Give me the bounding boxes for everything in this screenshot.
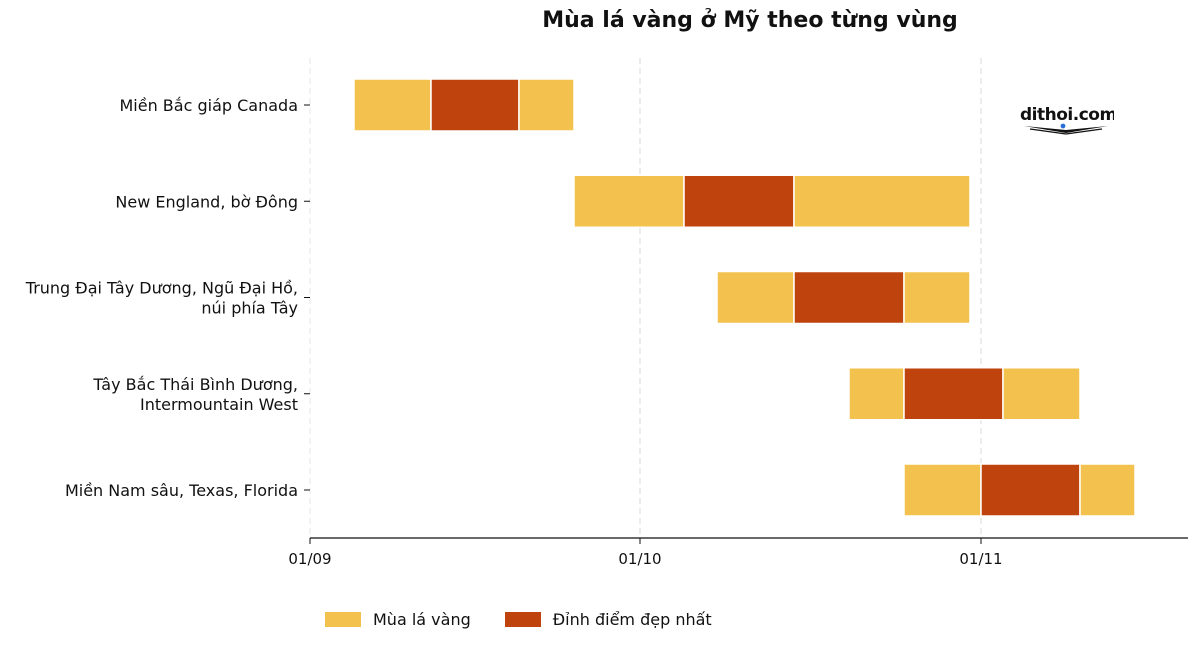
peak-bar <box>430 78 520 132</box>
peak-bar <box>980 463 1081 517</box>
x-tick-label: 01/11 <box>959 550 1002 568</box>
x-tick-label: 01/10 <box>618 550 661 568</box>
y-tick-label: Tây Bắc Thái Bình Dương, <box>92 375 298 394</box>
y-tick-label: Miền Nam sâu, Texas, Florida <box>65 481 298 500</box>
season-bar <box>573 174 685 228</box>
season-bar <box>353 78 432 132</box>
watermark-logo: dithoi.com <box>1018 104 1117 140</box>
y-tick-label: Intermountain West <box>140 395 298 414</box>
season-bar <box>1079 463 1136 517</box>
legend: Mùa lá vàng Đỉnh điểm đẹp nhất <box>325 610 712 629</box>
y-tick-label: núi phía Tây <box>201 299 298 318</box>
season-bar <box>518 78 575 132</box>
legend-item-peak: Đỉnh điểm đẹp nhất <box>504 610 712 629</box>
peak-bar <box>793 270 905 325</box>
season-bar <box>903 270 971 325</box>
season-bar <box>793 174 971 228</box>
y-tick-label: New England, bờ Đông <box>115 192 298 211</box>
legend-swatch-peak <box>504 612 541 627</box>
legend-item-season: Mùa lá vàng <box>325 610 471 629</box>
legend-label-season: Mùa lá vàng <box>373 610 471 629</box>
peak-bar <box>903 367 1004 421</box>
season-bar <box>1002 367 1081 421</box>
peak-bar <box>683 174 795 228</box>
y-tick-label: Trung Đại Tây Dương, Ngũ Đại Hồ, <box>25 279 298 298</box>
x-tick-label: 01/09 <box>288 550 331 568</box>
svg-text:dithoi.com: dithoi.com <box>1020 105 1114 125</box>
season-bar <box>848 367 905 421</box>
chart-title: Mùa lá vàng ở Mỹ theo từng vùng <box>542 8 958 33</box>
legend-label-peak: Đỉnh điểm đẹp nhất <box>552 610 712 629</box>
dithoi-logo-icon: dithoi.com <box>1020 105 1117 135</box>
season-bar <box>716 270 795 325</box>
legend-swatch-season <box>325 612 361 627</box>
season-bar <box>903 463 982 517</box>
y-tick-label: Miền Bắc giáp Canada <box>119 96 298 115</box>
